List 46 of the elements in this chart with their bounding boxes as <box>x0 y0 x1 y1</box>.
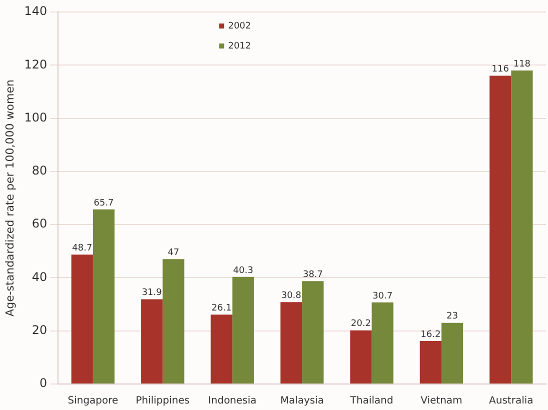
data-label: 47 <box>168 248 180 258</box>
legend-label: 2002 <box>228 21 252 32</box>
x-tick-label: Vietnam <box>420 396 462 407</box>
legend-label: 2012 <box>228 41 252 52</box>
bar <box>350 330 372 384</box>
bar <box>490 76 512 384</box>
y-tick-label: 80 <box>32 164 48 178</box>
data-label: 40.3 <box>233 266 254 276</box>
bar <box>372 302 394 384</box>
bar <box>210 314 232 384</box>
bar <box>162 259 184 384</box>
data-label: 30.7 <box>372 291 393 302</box>
data-label: 38.7 <box>302 270 323 280</box>
data-label: 65.7 <box>94 198 114 208</box>
bar <box>92 209 115 384</box>
y-tick-label: 60 <box>32 216 48 231</box>
bar <box>141 299 163 384</box>
bar <box>280 302 302 384</box>
bar <box>302 281 324 384</box>
data-label: 23 <box>446 312 458 322</box>
data-label: 26.1 <box>212 303 232 314</box>
y-tick-label: 120 <box>24 57 48 72</box>
data-label: 16.2 <box>420 330 441 340</box>
x-tick-label: Australia <box>489 396 534 407</box>
x-tick-label: Malaysia <box>280 396 324 407</box>
x-tick-label: Indonesia <box>208 396 257 407</box>
data-label: 48.7 <box>72 243 92 254</box>
y-tick-label: 20 <box>32 322 48 337</box>
data-label: 20.2 <box>350 319 371 330</box>
data-label: 31.9 <box>142 288 162 298</box>
bar <box>232 276 254 384</box>
data-label: 116 <box>492 64 510 75</box>
bar <box>511 70 533 384</box>
data-label: 118 <box>513 59 531 70</box>
x-tick-label: Thailand <box>349 396 394 407</box>
y-tick-label: 40 <box>32 270 48 284</box>
bar <box>420 340 442 384</box>
y-tick-label: 140 <box>24 4 48 18</box>
x-tick-label: Singapore <box>68 396 118 407</box>
bar <box>71 254 93 384</box>
y-axis-title: Age-standardized rate per 100,000 women <box>3 80 16 316</box>
x-tick-label: Philippines <box>136 396 190 407</box>
y-tick-label: 0 <box>39 376 48 390</box>
y-tick-label: 100 <box>24 110 48 124</box>
data-label: 30.8 <box>281 291 302 302</box>
bar <box>441 322 464 384</box>
